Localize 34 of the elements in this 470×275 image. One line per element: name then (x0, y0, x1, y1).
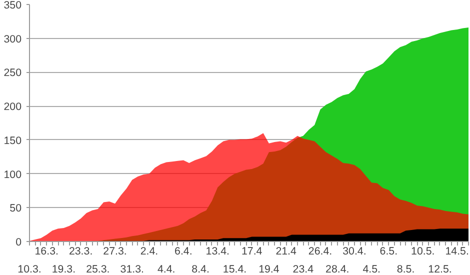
x-tick-label: 16.3. (34, 246, 58, 258)
y-tick-label: 300 (4, 33, 22, 46)
x-tick-label: 10.5. (411, 246, 435, 258)
x-tick-label: 28.4. (326, 264, 350, 275)
x-tick-label: 27.3. (103, 246, 127, 258)
x-tick-label: 30.4. (342, 246, 366, 258)
y-tick-label: 50 (10, 202, 22, 215)
x-tick-label: 19.4 (258, 264, 280, 275)
x-tick-label: 19.3. (52, 264, 76, 275)
x-tick-label: 17.4 (241, 246, 262, 258)
x-tick-label: 14.5. (445, 246, 469, 258)
y-tick-label: 100 (4, 168, 22, 181)
x-tick-label: 4.4. (157, 264, 176, 275)
x-tick-label: 21.4 (276, 246, 296, 258)
x-tick-label: 8.5. (396, 264, 415, 275)
x-tick-label: 15.4. (222, 264, 247, 275)
x-tick-label: 23.3. (68, 246, 93, 258)
x-tick-label: 4.5. (362, 264, 380, 275)
x-tick-label: 23.4 (292, 264, 314, 275)
x-tick-label: 31.3. (120, 264, 144, 275)
x-tick-label: 6.5. (380, 246, 398, 258)
x-tick-label: 25.3. (86, 264, 110, 275)
x-tick-label: 10.3. (18, 264, 42, 275)
x-tick-label: 26.4. (308, 246, 332, 258)
y-tick-label: 250 (4, 67, 22, 80)
x-tick-label: 2.4. (140, 246, 158, 258)
x-tick-label: 12.5. (428, 264, 452, 275)
y-tick-label: 200 (4, 101, 22, 114)
x-tick-label: 8.4. (192, 264, 210, 275)
y-tick-label: 0 (16, 236, 22, 248)
x-tick-label: 6.4. (174, 246, 192, 258)
y-tick-label: 350 (4, 0, 22, 12)
y-tick-label: 150 (4, 134, 22, 147)
x-tick-label: 13.4. (206, 246, 230, 258)
